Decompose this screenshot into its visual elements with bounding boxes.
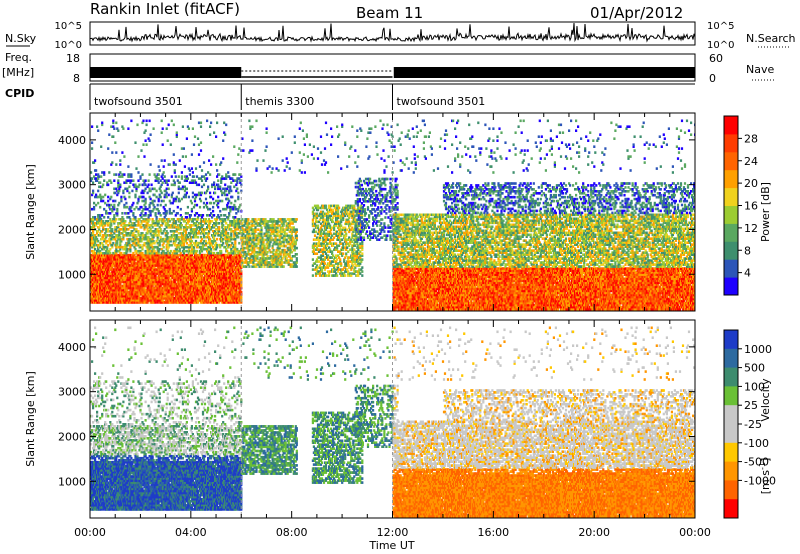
- nsearch-label: N.Search: [746, 32, 796, 45]
- y-tick-label: 1000: [58, 268, 86, 281]
- colorbar-tick-label: 500: [744, 362, 765, 375]
- colorbar-swatch: [724, 223, 738, 242]
- noise-tick-low-left: 10^0: [55, 40, 82, 51]
- colorbar-tick-label: 28: [744, 132, 758, 145]
- beam-label: Beam 11: [356, 4, 423, 22]
- noise-panel-frame: [89, 21, 696, 46]
- colorbar-swatch: [724, 499, 738, 519]
- cpid-segment-label: twofsound 3501: [94, 95, 183, 108]
- colorbar-tick-label: -25: [744, 418, 762, 431]
- x-tick-label: 00:00: [679, 526, 711, 539]
- colorbar-tick-label: 1000: [744, 343, 772, 356]
- y-tick-label: 2000: [58, 430, 86, 443]
- velocity-panel-axes: 1000 2000 3000 4000: [58, 320, 696, 518]
- y-tick-label: 1000: [58, 475, 86, 488]
- y-tick-label: 4000: [58, 341, 86, 354]
- nsky-label: N.Sky: [5, 32, 37, 45]
- radar-title: Rankin Inlet (fitACF): [90, 0, 240, 18]
- colorbar-tick-label: -1000: [744, 474, 776, 487]
- colorbar-swatch: [724, 151, 738, 171]
- power-colorbar-label: Power [dB]: [759, 182, 772, 242]
- colorbar-tick-label: -100: [744, 437, 769, 450]
- colorbar-tick-label: 25: [744, 399, 758, 412]
- colorbar-tick-label: 24: [744, 155, 758, 168]
- freq-nave-trace: [90, 67, 695, 78]
- x-tick-label: 08:00: [276, 526, 308, 539]
- colorbar-swatch: [724, 424, 738, 444]
- velocity-ylabel: Slant Range [km]: [24, 371, 37, 467]
- noise-trace: [89, 22, 696, 43]
- colorbar-tick-label: 4: [744, 267, 751, 280]
- colorbar-swatch: [724, 241, 738, 260]
- colorbar-swatch: [724, 133, 738, 153]
- colorbar-swatch: [724, 205, 738, 224]
- colorbar-swatch: [724, 386, 738, 406]
- x-tick-label: 12:00: [377, 526, 409, 539]
- y-tick-label: 3000: [58, 386, 86, 399]
- colorbar-swatch: [724, 480, 738, 500]
- velocity-colorbar: 1000 500 100 25 -25 -100 -500 -1000: [723, 329, 776, 519]
- velocity-colorbar-unit: [m s-1]: [758, 458, 772, 495]
- velocity-panel-data: [90, 320, 695, 518]
- colorbar-swatch: [724, 442, 738, 463]
- cpid-row: twofsound 3501 themis 3300 twofsound 3501: [89, 83, 695, 110]
- colorbar-tick-label: 20: [744, 177, 758, 190]
- colorbar-swatch: [724, 169, 738, 189]
- colorbar-swatch: [724, 405, 738, 425]
- velocity-colorbar-label: Velocity: [759, 378, 772, 422]
- y-tick-label: 3000: [58, 179, 86, 192]
- colorbar-swatch: [724, 367, 738, 387]
- time-axis: 00:00 04:00 08:00 12:00 16:00 20:00 00:00: [74, 526, 711, 539]
- x-tick-label: 20:00: [578, 526, 610, 539]
- colorbar-tick-label: 8: [744, 244, 751, 257]
- power-panel-data: [90, 113, 695, 311]
- x-tick-label: 16:00: [477, 526, 509, 539]
- colorbar-swatch: [724, 461, 738, 481]
- cpid-segment-label: themis 3300: [245, 95, 314, 108]
- nave-tick-low: 0: [709, 72, 716, 85]
- power-colorbar: 4 8 12 16 20 24 28: [723, 115, 758, 296]
- colorbar-swatch: [724, 259, 738, 278]
- colorbar-swatch: [724, 277, 738, 296]
- power-panel-axes: 1000 2000 3000 4000: [58, 113, 696, 311]
- colorbar-tick-label: 100: [744, 380, 765, 393]
- freq-tick-low: 8: [73, 72, 80, 85]
- colorbar-swatch: [724, 348, 738, 369]
- noise-tick-high-left: 10^5: [55, 21, 82, 32]
- cpid-segment-label: twofsound 3501: [397, 95, 486, 108]
- y-tick-label: 4000: [58, 134, 86, 147]
- x-tick-label: 04:00: [175, 526, 207, 539]
- power-ylabel: Slant Range [km]: [24, 164, 37, 260]
- colorbar-tick-label: -500: [744, 456, 769, 469]
- freq-unit: [MHz]: [2, 66, 34, 79]
- freq-tick-high: 18: [66, 52, 80, 65]
- colorbar-tick-label: 12: [744, 222, 758, 235]
- nave-label: Nave: [746, 63, 774, 76]
- colorbar-swatch: [724, 187, 738, 206]
- freq-label: Freq.: [5, 51, 32, 64]
- cpid-label: CPID: [5, 87, 34, 100]
- y-tick-label: 2000: [58, 223, 86, 236]
- colorbar-tick-label: 16: [744, 200, 758, 213]
- date-label: 01/Apr/2012: [590, 4, 683, 22]
- x-tick-label: 00:00: [74, 526, 106, 539]
- colorbar-swatch: [724, 330, 738, 350]
- noise-tick-low-right: 10^0: [707, 40, 734, 51]
- noise-tick-high-right: 10^5: [707, 21, 734, 32]
- colorbar-swatch: [724, 116, 738, 135]
- nave-tick-high: 60: [709, 52, 723, 65]
- time-axis-label: Time UT: [368, 539, 414, 552]
